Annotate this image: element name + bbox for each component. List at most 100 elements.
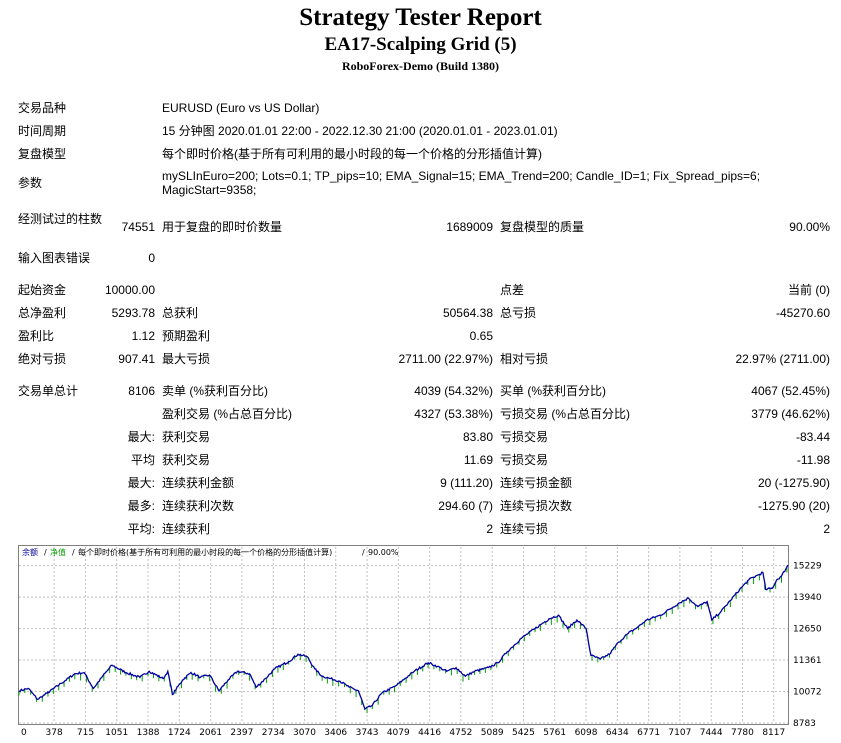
x-tick-label: 4752 — [449, 728, 472, 738]
y-tick-label: 10072 — [793, 688, 822, 698]
maximal-consecutive-label: 最多: — [127, 499, 155, 513]
short-positions-value: 4039 (54.32%) — [414, 384, 493, 398]
spread-value: 当前 (0) — [787, 283, 830, 297]
long-positions-label: 买单 (%获利百分比) — [500, 384, 606, 398]
x-tick-label: 3743 — [356, 728, 379, 738]
errors-label: 输入图表错误 — [18, 251, 91, 265]
largest-loss-label: 亏损交易 — [500, 430, 549, 444]
loss-trades-label: 亏损交易 (%占总百分比) — [500, 407, 630, 421]
profit-trades-label: 盈利交易 (%占总百分比) — [162, 407, 292, 421]
max-consecutive-losses-label: 连续亏损金额 — [500, 476, 573, 490]
largest-profit-value: 83.80 — [462, 430, 493, 444]
x-tick-label: 8117 — [762, 728, 785, 738]
balance-line — [18, 564, 789, 711]
errors-value: 0 — [148, 251, 155, 265]
absolute-drawdown-value: 907.41 — [118, 352, 155, 366]
params-line-2: MagicStart=9358; — [162, 183, 257, 197]
deposit-label: 起始资金 — [18, 283, 67, 297]
model-value: 每个即时价格(基于所有可利用的最小时段的每一个价格的分形插值计算) — [162, 147, 542, 161]
average-loss-value: -11.98 — [796, 453, 830, 467]
gross-loss-value: -45270.60 — [775, 306, 830, 320]
y-tick-label: 15229 — [793, 562, 822, 572]
bars-value: 74551 — [121, 220, 155, 234]
plot-frame — [18, 545, 789, 725]
x-tick-label: 7107 — [668, 728, 691, 738]
largest-label: 最大: — [127, 430, 155, 444]
average-profit-label: 获利交易 — [162, 453, 211, 467]
average-consecutive-losses-value: 2 — [823, 522, 830, 536]
symbol-value: EURUSD (Euro vs US Dollar) — [162, 101, 320, 115]
ticks-value: 1689009 — [446, 220, 493, 234]
chart-grid — [19, 547, 788, 724]
x-tick-label: 4079 — [387, 728, 410, 738]
average-label: 平均 — [130, 453, 155, 467]
maximal-consecutive-profit-label: 连续获利次数 — [162, 499, 235, 513]
relative-drawdown-label: 相对亏损 — [500, 352, 549, 366]
legend-equity: 净值 — [50, 547, 66, 557]
x-tick-label: 2397 — [230, 728, 253, 738]
max-consecutive-losses-value: 20 (-1275.90) — [757, 476, 830, 490]
long-positions-value: 4067 (52.45%) — [751, 384, 830, 398]
ticks-label: 用于复盘的即时价数量 — [162, 220, 283, 234]
average-consecutive-wins-label: 连续获利 — [162, 522, 211, 536]
maximal-consecutive-loss-label: 连续亏损次数 — [500, 499, 573, 513]
largest-profit-label: 获利交易 — [162, 430, 211, 444]
server-build: RoboForex-Demo (Build 1380) — [341, 59, 500, 73]
legend-separator-3: / — [362, 548, 365, 557]
balance-chart-svg: 余额 / 净值 / 每个即时价格(基于所有可利用的最小时段的每一个价格的分形插值… — [18, 545, 841, 743]
model-label: 复盘模型 — [18, 147, 67, 161]
x-tick-label: 715 — [77, 728, 94, 738]
params-line-1: mySLInEuro=200; Lots=0.1; TP_pips=10; EM… — [162, 169, 761, 183]
report-subtitle: EA17-Scalping Grid (5) — [324, 34, 517, 55]
x-tick-label: 5425 — [512, 728, 535, 738]
gross-profit-label: 总获利 — [162, 306, 199, 320]
x-tick-label: 5089 — [481, 728, 504, 738]
y-axis-ticks: 8783 10072 11361 12650 13940 15229 — [793, 562, 822, 729]
gross-loss-label: 总亏损 — [500, 306, 537, 320]
x-tick-label: 1724 — [168, 728, 191, 738]
maximal-drawdown-label: 最大亏损 — [162, 352, 211, 366]
x-tick-label: 1388 — [137, 728, 160, 738]
symbol-label: 交易品种 — [18, 101, 67, 115]
x-tick-label: 2061 — [199, 728, 222, 738]
period-value: 15 分钟图 2020.01.01 22:00 - 2022.12.30 21:… — [162, 124, 558, 138]
short-positions-label: 卖单 (%获利百分比) — [162, 384, 268, 398]
legend-balance: 余额 — [22, 547, 38, 557]
balance-chart: 余额 / 净值 / 每个即时价格(基于所有可利用的最小时段的每一个价格的分形插值… — [18, 545, 841, 743]
expected-payoff-label: 预期盈利 — [162, 329, 211, 343]
bars-label: 经测试过的柱数 — [18, 212, 103, 226]
net-profit-label: 总净盈利 — [18, 306, 67, 320]
quality-label: 复盘模型的质量 — [500, 220, 585, 234]
y-tick-label: 12650 — [793, 625, 822, 635]
legend-quality: 90.00% — [368, 548, 399, 557]
x-tick-label: 3070 — [293, 728, 316, 738]
absolute-drawdown-label: 绝对亏损 — [18, 352, 67, 366]
deposit-value: 10000.00 — [104, 283, 155, 297]
x-tick-label: 5761 — [543, 728, 566, 738]
profit-factor-value: 1.12 — [131, 329, 155, 343]
params-label: 参数 — [18, 176, 43, 190]
legend-model: 每个即时价格(基于所有可利用的最小时段的每一个价格的分形插值计算) — [78, 547, 332, 557]
average-loss-label: 亏损交易 — [500, 453, 549, 467]
x-tick-label: 4416 — [418, 728, 441, 738]
average-profit-value: 11.69 — [463, 453, 493, 467]
maximal-drawdown-value: 2711.00 (22.97%) — [398, 352, 493, 366]
y-tick-label: 8783 — [793, 719, 816, 729]
loss-trades-value: 3779 (46.62%) — [751, 407, 830, 421]
x-tick-label: 0 — [21, 728, 27, 738]
max-consecutive-wins-label: 连续获利金额 — [162, 476, 235, 490]
x-axis-ticks: 0 378 715 1051 1388 1724 2061 2397 2734 3070 3406 3… — [21, 728, 785, 738]
relative-drawdown-value: 22.97% (2711.00) — [735, 352, 830, 366]
max-consecutive-wins-value: 9 (111.20) — [440, 476, 493, 490]
profit-trades-value: 4327 (53.38%) — [414, 407, 493, 421]
x-tick-label: 7780 — [731, 728, 754, 738]
x-tick-label: 2734 — [262, 728, 285, 738]
spread-label: 点差 — [500, 283, 525, 297]
total-trades-value: 8106 — [128, 384, 155, 398]
period-label: 时间周期 — [18, 124, 67, 138]
x-tick-label: 6771 — [637, 728, 660, 738]
legend-separator-1: / — [44, 548, 47, 557]
profit-factor-label: 盈利比 — [18, 329, 55, 343]
x-tick-label: 3406 — [324, 728, 347, 738]
maximal-consecutive-profit-value: 294.60 (7) — [438, 499, 493, 513]
